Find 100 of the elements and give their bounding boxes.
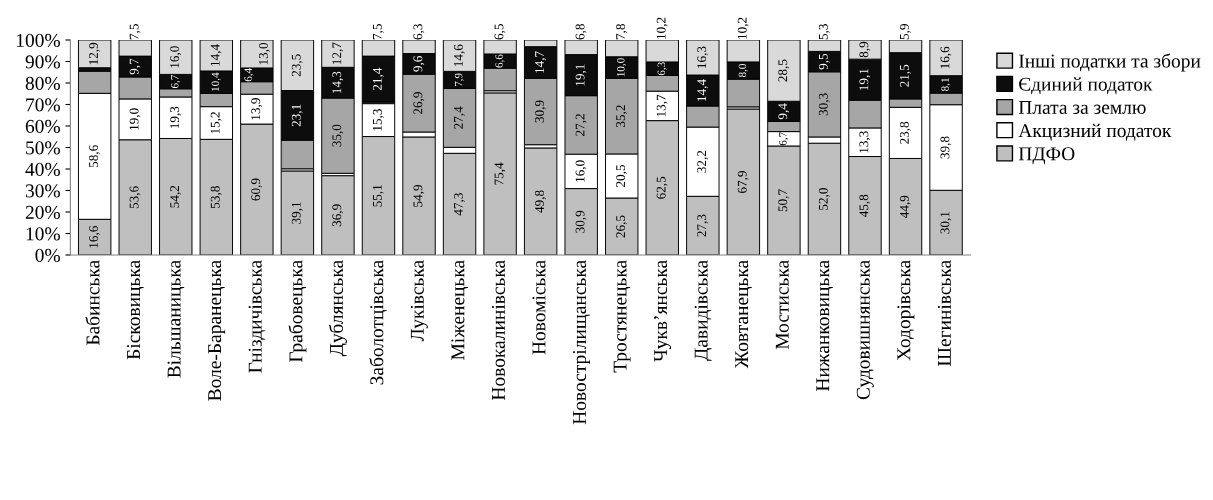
- y-tick-label: 60%: [25, 119, 60, 133]
- y-tick-label: 100%: [16, 33, 60, 47]
- data-label: 49,8: [535, 190, 546, 213]
- data-label: 30,9: [535, 100, 546, 123]
- data-label: 16,0: [170, 46, 181, 68]
- x-tick-label: Грабовецька: [288, 260, 307, 363]
- legend-label: Єдиний податок: [1019, 77, 1153, 95]
- data-label: 6,6: [495, 54, 505, 68]
- data-label: 14,4: [697, 79, 709, 101]
- data-label: 35,0: [332, 124, 344, 147]
- y-tick-label: 80%: [25, 76, 60, 90]
- x-tick-label: Нижанковицька: [816, 260, 833, 392]
- data-label: 14,3: [332, 71, 344, 94]
- data-label: 13,3: [859, 131, 871, 153]
- data-label: 10,0: [617, 58, 627, 77]
- data-label: 9,7: [129, 58, 141, 75]
- data-label: 26,9: [413, 92, 425, 115]
- data-label: 30,3: [818, 93, 830, 116]
- data-label: 10,4: [211, 72, 221, 91]
- legend-label: Акцизний податок: [1018, 123, 1172, 141]
- data-label: 12,7: [332, 42, 344, 65]
- data-label: 60,9: [251, 178, 263, 201]
- data-label: 9,5: [818, 53, 830, 70]
- data-label: 32,2: [697, 150, 709, 173]
- x-tick-label: Бабинська: [85, 260, 100, 346]
- data-label: 15,2: [210, 112, 222, 134]
- data-label: 5,3: [818, 24, 830, 40]
- data-label: 58,6: [89, 145, 100, 168]
- x-tick-label: Новокалинівська: [491, 260, 505, 401]
- x-tick-label: Судовишнянська: [856, 260, 874, 400]
- y-tick-label: 20%: [25, 205, 60, 219]
- x-tick-label: Ходорівська: [897, 260, 915, 361]
- data-label: 10,2: [656, 17, 668, 39]
- data-label: 6,4: [244, 68, 254, 82]
- data-label: 28,5: [778, 59, 790, 82]
- x-tick-label: Чукв’янська: [653, 260, 672, 362]
- x-tick-label: Вільшаницька: [167, 260, 185, 378]
- data-label: 53,6: [129, 186, 141, 209]
- legend-label: Плата за землю: [1018, 101, 1146, 114]
- data-label: 35,2: [616, 105, 627, 128]
- data-label: 6,8: [575, 24, 587, 40]
- data-label: 30,9: [575, 210, 587, 233]
- data-label: 13,7: [656, 94, 668, 117]
- data-label: 39,1: [291, 202, 303, 224]
- data-label: 14,4: [210, 44, 222, 66]
- y-tick-label: 70%: [26, 98, 60, 112]
- x-tick-label: Бісковицька: [127, 260, 144, 360]
- legend-label: ПДФО: [1018, 147, 1075, 165]
- data-label: 23,5: [291, 54, 303, 77]
- x-tick-label: Давидівська: [694, 260, 712, 361]
- x-tick-label: Луківська: [410, 260, 428, 342]
- data-label: 52,0: [818, 188, 830, 210]
- data-label: 23,8: [899, 121, 911, 144]
- y-tick-label: 90%: [25, 55, 60, 69]
- data-label: 8,1: [941, 78, 951, 91]
- data-label: 16,0: [575, 160, 587, 182]
- data-label: 23,1: [291, 104, 303, 127]
- data-label: 6,7: [779, 132, 789, 146]
- data-label: 16,6: [940, 46, 952, 69]
- data-label: 13,0: [258, 42, 270, 65]
- data-label: 20,5: [616, 164, 627, 187]
- data-label: 14,6: [454, 44, 465, 67]
- data-label: 44,9: [899, 195, 911, 219]
- data-label: 30,1: [940, 211, 952, 234]
- data-label: 67,9: [737, 171, 749, 193]
- data-label: 27,3: [697, 214, 709, 237]
- data-label: 27,2: [575, 114, 587, 136]
- data-label: 7,9: [454, 73, 464, 87]
- x-tick-label: Воле-Баранецька: [208, 260, 226, 401]
- data-label: 7,5: [129, 24, 141, 40]
- x-tick-label: Жовтанецька: [735, 260, 752, 369]
- data-label: 6,3: [657, 62, 667, 76]
- data-label: 21,4: [372, 67, 384, 91]
- data-label: 19,1: [575, 64, 587, 86]
- data-label: 6,3: [413, 24, 425, 40]
- data-label: 14,7: [535, 51, 546, 73]
- x-tick-label: Міженецька: [451, 260, 468, 360]
- data-label: 47,3: [454, 193, 465, 216]
- data-label: 50,7: [778, 189, 790, 212]
- x-tick-label: Дублянська: [328, 260, 347, 357]
- data-label: 62,5: [656, 176, 668, 199]
- data-label: 7,5: [373, 24, 384, 40]
- data-label: 19,1: [859, 68, 871, 91]
- data-label: 39,8: [940, 136, 952, 159]
- data-label: 8,0: [738, 64, 748, 78]
- data-label: 26,5: [616, 215, 627, 238]
- data-label: 8,9: [859, 41, 871, 58]
- data-label: 19,3: [170, 106, 181, 129]
- data-label: 55,1: [372, 185, 384, 207]
- y-tick-label: 30%: [25, 184, 60, 198]
- data-label: 53,8: [210, 186, 222, 208]
- data-label: 15,3: [372, 109, 384, 131]
- y-tick-label: 40%: [25, 162, 60, 176]
- x-tick-label: Шегинівська: [937, 260, 951, 367]
- data-label: 7,8: [616, 24, 627, 40]
- data-label: 19,0: [129, 108, 141, 130]
- data-label: 9,6: [413, 56, 425, 72]
- data-label: 13,9: [251, 98, 263, 120]
- x-tick-label: Заболотцівська: [369, 260, 387, 385]
- y-tick-label: 50%: [26, 141, 60, 155]
